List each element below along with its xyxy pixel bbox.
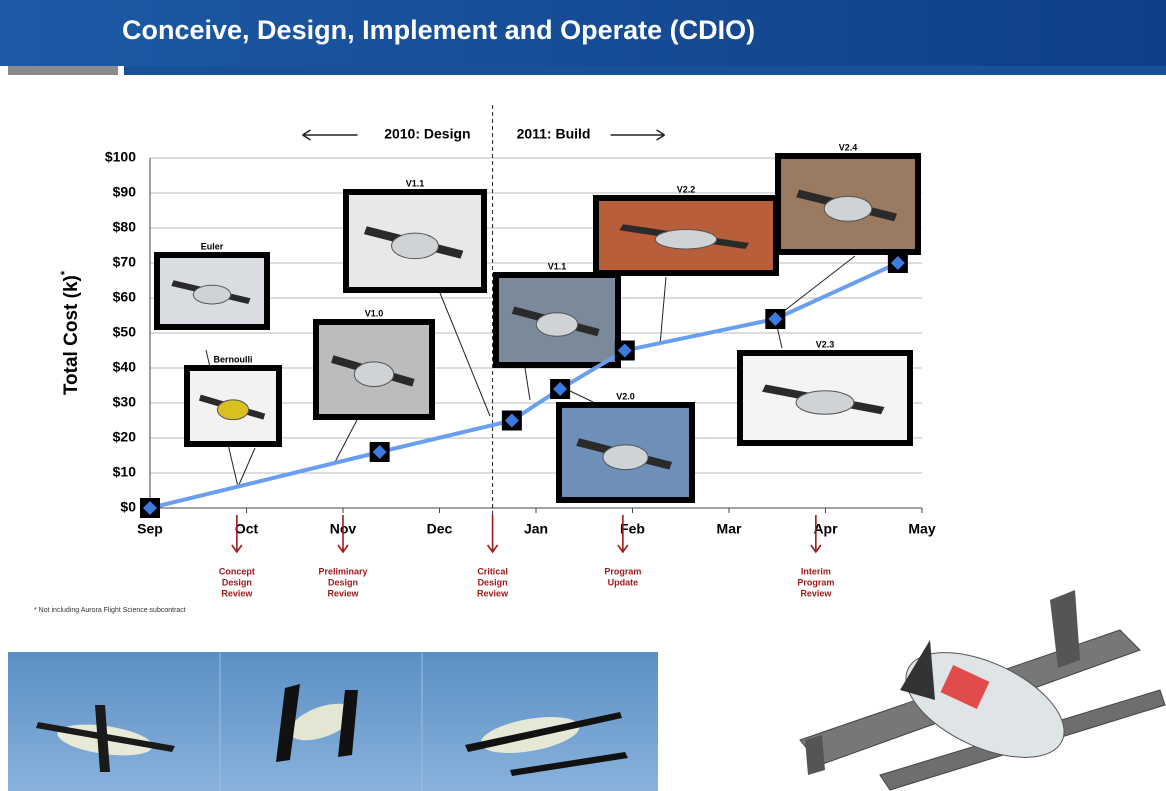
milestone-label: Design [328, 577, 358, 587]
x-tick-label: Oct [235, 521, 259, 537]
y-tick-label: $10 [113, 464, 137, 480]
milestone-arrow [486, 515, 499, 554]
milestone-label: Review [327, 588, 359, 598]
milestone-label: Critical [477, 566, 508, 576]
milestone-arrow [617, 515, 629, 554]
header-rule [124, 66, 1166, 75]
data-point [143, 501, 157, 515]
image-caption: Bernoulli [213, 354, 252, 364]
aircraft-body [823, 195, 873, 222]
milestone-label: Update [608, 577, 639, 587]
milestone-arrow [231, 515, 243, 554]
y-axis-label: Total Cost (k)* [59, 270, 82, 395]
aircraft-body [216, 399, 250, 421]
y-tick-label: $60 [113, 289, 137, 305]
milestone-label: Preliminary [318, 566, 367, 576]
y-tick-label: $70 [113, 254, 137, 270]
flight-photos [8, 652, 658, 791]
footnote: * Not including Aurora Flight Science su… [34, 607, 186, 614]
phase-label: 2011: Build [517, 126, 591, 142]
phase-label: 2010: Design [384, 126, 470, 142]
callout-line [237, 447, 256, 488]
image-caption: V2.4 [839, 142, 858, 152]
milestone-label: Program [797, 577, 834, 587]
x-tick-label: Apr [813, 521, 838, 537]
y-tick-label: $30 [113, 394, 137, 410]
y-axis-label-mark: * [59, 270, 71, 275]
data-point [617, 343, 632, 358]
milestone-label: Review [221, 588, 253, 598]
image-caption: V2.3 [816, 339, 835, 349]
y-tick-label: $20 [113, 429, 137, 445]
aircraft-body [192, 284, 232, 305]
milestone-arrow [337, 515, 349, 554]
aircraft-body [795, 390, 855, 415]
y-tick-label: $40 [113, 359, 137, 375]
milestone-label: Review [477, 588, 509, 598]
header-band [0, 0, 1166, 66]
callout-line [774, 255, 856, 319]
y-tick-label: $0 [120, 499, 136, 515]
x-tick-label: Mar [717, 521, 742, 537]
y-tick-label: $80 [113, 219, 137, 235]
slide-title: Conceive, Design, Implement and Operate … [122, 15, 755, 45]
image-caption: V1.1 [406, 178, 425, 188]
milestone-arrow [810, 515, 822, 554]
image-caption: V1.1 [548, 261, 567, 271]
milestone-label: Review [800, 588, 832, 598]
data-point [768, 312, 783, 326]
y-tick-label: $100 [105, 149, 136, 165]
data-point [504, 413, 519, 428]
milestone-label: Interim [801, 566, 831, 576]
image-caption: Euler [201, 241, 224, 251]
callout-line [439, 292, 491, 417]
x-tick-label: May [908, 521, 935, 537]
data-point [553, 382, 568, 396]
image-caption: V2.2 [677, 184, 696, 194]
callout-line [334, 419, 358, 463]
x-tick-label: Dec [427, 521, 453, 537]
milestone-label: Design [478, 577, 508, 587]
x-tick-label: Sep [137, 521, 163, 537]
data-point [890, 256, 905, 270]
milestone-label: Concept [219, 566, 255, 576]
aircraft-body [602, 444, 649, 471]
image-frame [184, 365, 282, 447]
header-accent [8, 66, 118, 75]
cad-render [799, 590, 1166, 791]
callout-line [567, 389, 594, 403]
x-tick-label: Feb [620, 521, 645, 537]
image-caption: V2.0 [616, 391, 635, 401]
data-point [372, 445, 387, 459]
phase-arrow [610, 129, 665, 141]
callout-line [524, 367, 531, 401]
milestone-label: Design [222, 577, 252, 587]
aircraft-body [654, 229, 718, 250]
image-caption: V1.0 [365, 308, 384, 318]
callout-line [659, 276, 667, 346]
aircraft-body [353, 361, 395, 388]
y-axis-label-text: Total Cost (k) [61, 275, 82, 395]
x-tick-label: Jan [524, 521, 548, 537]
y-tick-label: $50 [113, 324, 137, 340]
y-tick-label: $90 [113, 184, 137, 200]
aircraft-body [535, 312, 579, 337]
phase-arrow [302, 129, 358, 141]
aircraft-body [391, 232, 439, 260]
milestone-label: Program [604, 566, 641, 576]
